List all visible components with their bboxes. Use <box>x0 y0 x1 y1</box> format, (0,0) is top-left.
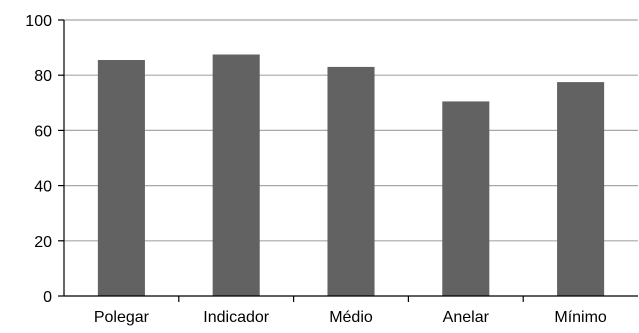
bar-anelar <box>442 101 490 296</box>
y-tick-label: 80 <box>34 68 52 85</box>
bar-polegar <box>97 60 145 296</box>
y-tick-label: 60 <box>34 123 52 140</box>
y-tick-label: 40 <box>34 179 52 196</box>
x-tick-label: Médio <box>329 309 373 326</box>
bar-indicador <box>212 54 260 296</box>
x-tick-label: Polegar <box>94 309 150 326</box>
x-tick-labels: Polegar Indicador Médio Anelar Mínimo <box>94 309 607 326</box>
y-tick-label: 0 <box>43 289 52 306</box>
x-tick-label: Indicador <box>203 309 269 326</box>
y-tick-labels: 0 20 40 60 80 100 <box>25 13 52 306</box>
y-tick-label: 100 <box>25 13 52 30</box>
bar-médio <box>327 66 375 296</box>
axes <box>58 19 638 302</box>
x-tick-label: Anelar <box>443 309 490 326</box>
bar-mínimo <box>557 82 605 296</box>
x-tick-label: Mínimo <box>554 309 607 326</box>
bars <box>97 54 605 296</box>
y-tick-label: 20 <box>34 234 52 251</box>
